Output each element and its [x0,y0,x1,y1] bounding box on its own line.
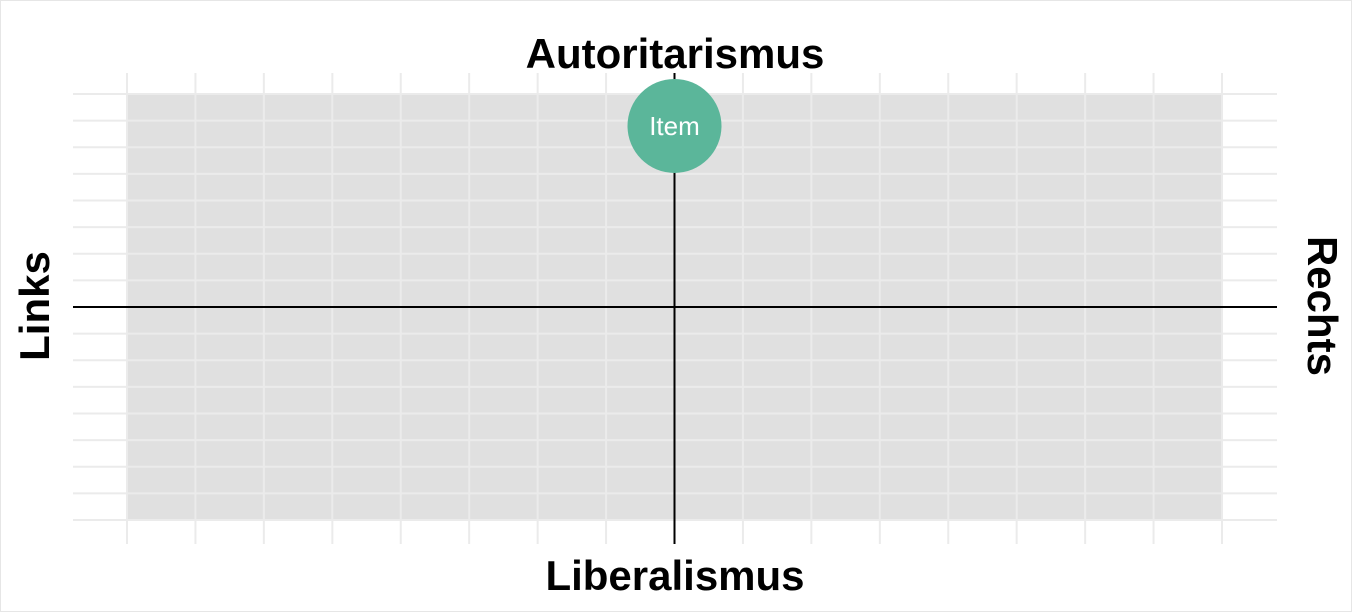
data-points: Item [627,78,722,173]
axis-title-left: Links [11,251,58,361]
axis-title-top: Autoritarismus [526,30,825,77]
data-point-marker [627,78,722,173]
axis-title-bottom: Liberalismus [545,552,804,599]
axis-title-right: Rechts [1299,236,1346,376]
data-point-label: Item [649,111,700,141]
